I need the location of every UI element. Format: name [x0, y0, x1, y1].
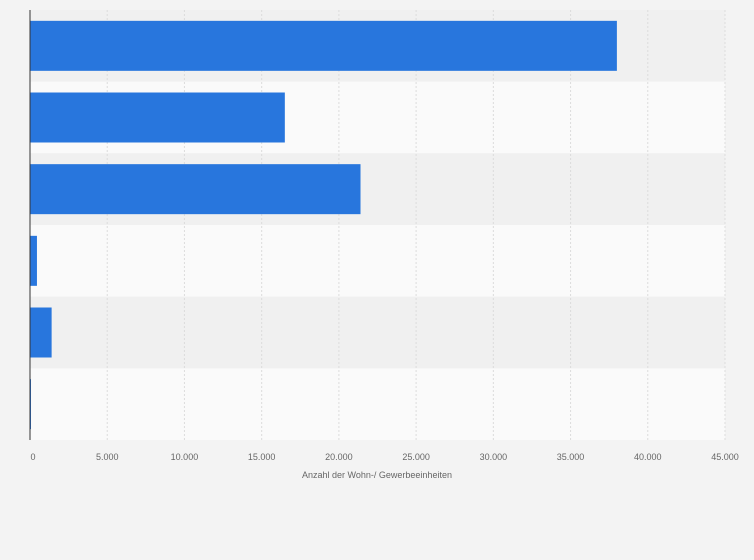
- bar-3: [30, 235, 37, 286]
- row-band: [30, 225, 725, 297]
- x-tick-label: 45.000: [711, 452, 739, 462]
- bar-4: [30, 307, 52, 358]
- x-tick-label: 20.000: [325, 452, 353, 462]
- row-bands: [30, 10, 725, 440]
- x-tick-label: 25.000: [402, 452, 430, 462]
- x-tick-label: 15.000: [248, 452, 276, 462]
- bar-2: [30, 164, 361, 215]
- x-tick-label: 40.000: [634, 452, 662, 462]
- x-tick-label: 5.000: [96, 452, 119, 462]
- bars: [30, 20, 617, 430]
- bar-1: [30, 92, 285, 143]
- row-band: [30, 296, 725, 369]
- row-band: [30, 368, 725, 440]
- x-tick-label: 10.000: [171, 452, 199, 462]
- x-axis-title: Anzahl der Wohn-/ Gewerbeeinheiten: [302, 470, 452, 480]
- x-tick-label: 0: [30, 452, 35, 462]
- x-tick-label: 35.000: [557, 452, 585, 462]
- x-tick-label: 30.000: [480, 452, 508, 462]
- x-tick-labels: 0 5.000 10.000 15.000 20.000 25.000 30.000 35.0…: [30, 452, 738, 462]
- bar-0: [30, 20, 617, 71]
